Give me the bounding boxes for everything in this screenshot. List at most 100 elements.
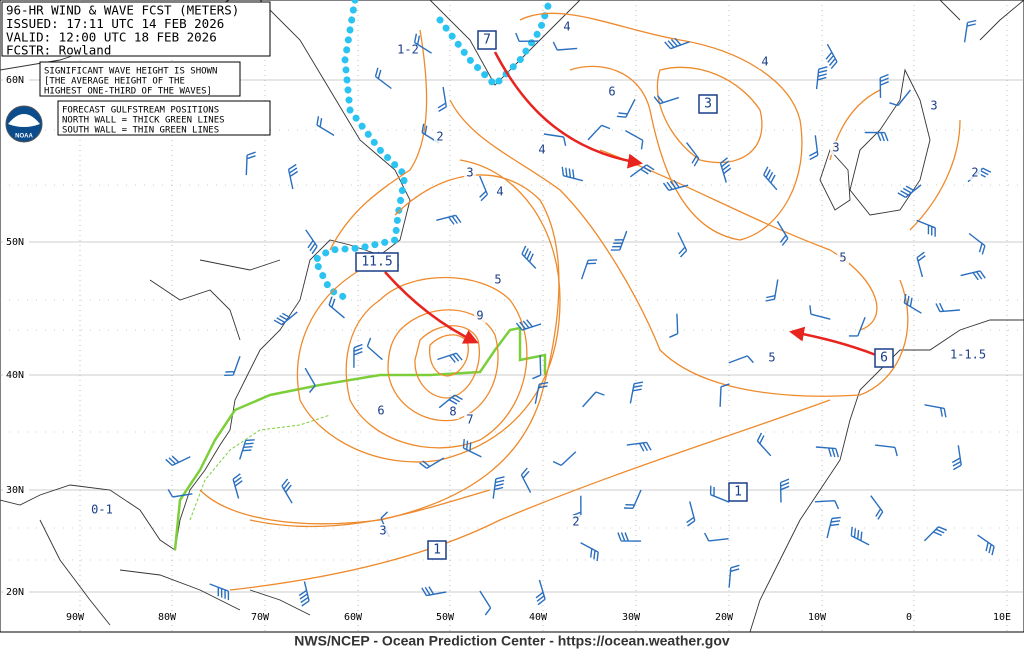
wind-barb: [809, 305, 831, 320]
wind-barb: [479, 590, 492, 616]
wind-barb: [664, 37, 690, 50]
lat-label: 20N: [6, 587, 24, 598]
contour-label: 1-1.5: [950, 348, 986, 362]
lat-label-bg: [3, 586, 29, 598]
wind-barb: [968, 232, 986, 255]
wind-barb: [521, 245, 537, 269]
coastline: [819, 68, 931, 216]
contour-label: 1-2: [397, 43, 419, 57]
header-title: 96-HR WIND & WAVE FCST (METERS): [6, 3, 239, 18]
contour-label-bg: [375, 404, 387, 418]
wind-barb: [977, 534, 995, 556]
wind-barb: [629, 381, 644, 404]
contour-label: 7: [466, 413, 473, 427]
wind-barb: [437, 86, 447, 113]
wind-barb: [239, 439, 255, 460]
wind-barb: [728, 355, 754, 364]
wind-barb: [924, 404, 947, 418]
lon-label: 40W: [529, 612, 548, 623]
wind-barb: [825, 43, 838, 70]
contour-label: 4: [761, 55, 768, 69]
header-issued: ISSUED: 17:11 UTC 14 FEB 2026: [6, 16, 224, 31]
wind-barb: [224, 356, 241, 376]
contour: [519, 12, 803, 241]
contour: [656, 66, 763, 164]
header-box: [1, 1, 271, 57]
contour: [199, 174, 560, 525]
lon-label: 90W: [66, 612, 85, 623]
lat-label-bg: [3, 236, 29, 248]
contour-label-bg: [606, 85, 618, 99]
contour-label: 6: [377, 404, 384, 418]
wind-barb: [305, 229, 318, 255]
wind-barb: [587, 124, 611, 141]
wind-barb: [520, 467, 532, 493]
wind-barb: [776, 220, 789, 246]
contour-label-bg: [928, 99, 940, 113]
contour: [296, 159, 561, 463]
gulfstream-north-wall: [173, 326, 547, 551]
arrows: [384, 51, 877, 357]
contour-label: 3: [930, 99, 937, 113]
contour-label: 4: [538, 143, 545, 157]
boxed-label-box: [477, 30, 497, 50]
contour: [329, 29, 428, 251]
wind-barb: [281, 478, 293, 504]
wind-barb: [677, 232, 688, 258]
wind-barb: [353, 343, 363, 368]
wind-barb: [623, 489, 642, 509]
wind-barb: [534, 381, 549, 404]
wind-barb: [951, 445, 962, 471]
contour: [249, 489, 491, 528]
lat-label: 40N: [6, 370, 24, 381]
wind-barb: [419, 457, 445, 469]
note-box: [39, 61, 241, 97]
wind-barb: [815, 66, 828, 90]
wind-barb: [826, 516, 841, 539]
wind-barb: [580, 259, 598, 280]
wind-barb: [616, 98, 636, 118]
contour-label-bg: [830, 141, 842, 155]
contour-label-bg: [969, 166, 981, 180]
boxed-label: 7: [483, 33, 491, 48]
wind-barb: [916, 251, 926, 278]
wind-barb: [580, 542, 599, 562]
boxed-label: 3: [704, 97, 712, 112]
wind-barb: [610, 230, 628, 251]
contour-label-bg: [536, 143, 548, 157]
wind-barb: [561, 166, 583, 182]
wind-barb: [625, 129, 644, 150]
contour-label-bg: [96, 503, 108, 517]
wind-barb: [848, 316, 866, 337]
contour: [414, 325, 480, 399]
wind-barb: [438, 394, 463, 409]
wind-barb: [719, 157, 732, 183]
coastline: [39, 519, 311, 626]
contour-label: 2: [971, 166, 978, 180]
note-line: SIGNIFICANT WAVE HEIGHT IS SHOWN: [44, 67, 217, 77]
contour-label: 3: [379, 524, 386, 538]
wind-barb: [935, 302, 960, 313]
wind-barb: [923, 526, 948, 542]
gulfstream-box: [57, 100, 271, 136]
contour-label-bg: [464, 413, 476, 427]
lon-label: 0: [906, 612, 912, 623]
labels: 60N 50N 40N 30N 20N 90W 80W 70W 60W 50W 40W 30W 20W 1…: [3, 20, 1011, 623]
wind-barb: [669, 313, 679, 338]
gulfstream-line: FORECAST GULFSTREAM POSITIONS: [62, 106, 219, 116]
contour-label: 5: [839, 251, 846, 265]
contour-label-bg: [837, 251, 849, 265]
wind-barb: [316, 116, 335, 136]
contour-label-bg: [464, 166, 476, 180]
wind-barb: [532, 355, 542, 380]
wind-barb: [287, 163, 299, 190]
contour-label: 2: [436, 130, 443, 144]
contour: [599, 149, 878, 331]
lon-label: 10W: [808, 612, 827, 623]
wind-barb: [479, 175, 489, 202]
contour-label: 2: [572, 515, 579, 529]
contour-label-bg: [447, 405, 459, 419]
wind-barb: [703, 532, 729, 542]
wind-barb: [728, 564, 740, 588]
boxed-label-box: [355, 252, 399, 272]
